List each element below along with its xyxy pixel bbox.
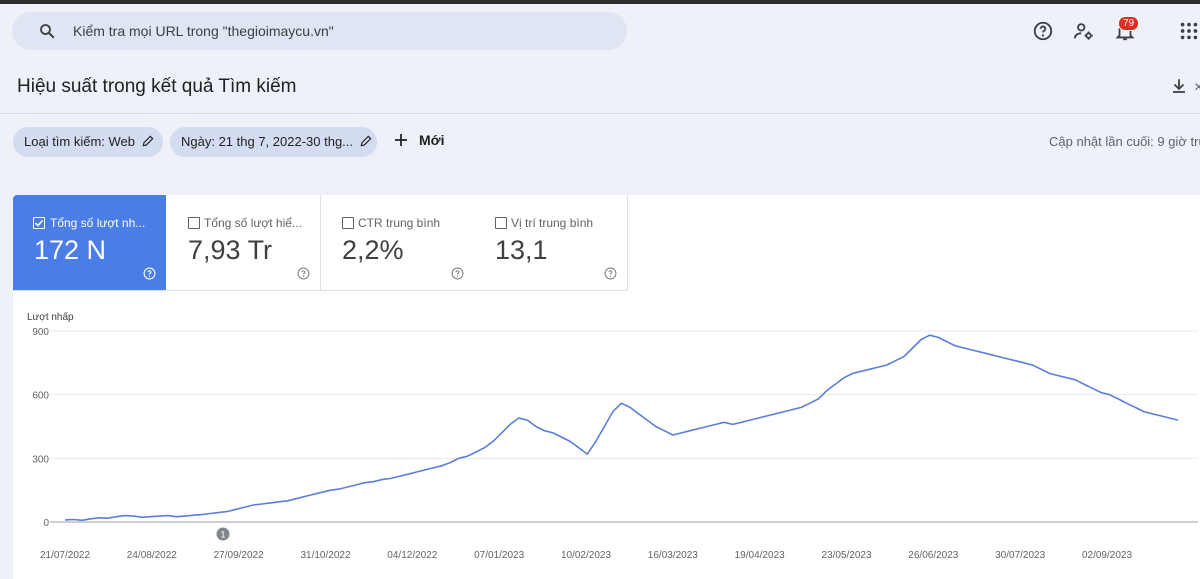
metric-value: 2,2% bbox=[342, 235, 404, 265]
apps-grid-icon[interactable] bbox=[1178, 20, 1200, 42]
x-tick-label: 19/04/2023 bbox=[735, 550, 785, 561]
x-tick-label: 04/12/2022 bbox=[387, 550, 437, 561]
search-input[interactable]: Kiểm tra mọi URL trong "thegioimaycu.vn" bbox=[73, 23, 334, 39]
export-icon[interactable] bbox=[1170, 77, 1188, 95]
x-tick-label: 23/05/2023 bbox=[821, 550, 871, 561]
x-tick-label: 10/02/2023 bbox=[561, 550, 611, 561]
x-tick-label: 16/03/2023 bbox=[648, 550, 698, 561]
x-tick-label: 30/07/2023 bbox=[995, 550, 1045, 561]
clicks-series-line bbox=[64, 334, 1179, 522]
metric-label: CTR trung bình bbox=[358, 216, 441, 230]
x-tick-label: 21/07/2022 bbox=[40, 550, 90, 561]
checkbox-checked-icon[interactable] bbox=[33, 217, 45, 229]
url-inspection-search[interactable]: Kiểm tra mọi URL trong "thegioimaycu.vn" bbox=[12, 12, 627, 50]
clicks-line-chart: Lượt nhấp 900 600 300 0 21/07/2022 24/08/2022 2… bbox=[27, 311, 1198, 561]
edit-pencil-icon[interactable] bbox=[141, 134, 155, 148]
x-tick-label: 27/09/2022 bbox=[214, 550, 264, 561]
metric-card-impressions[interactable]: Tổng số lượt hiể... 7,93 Tr bbox=[167, 195, 321, 291]
metric-label: Tổng số lượt nh... bbox=[50, 216, 146, 230]
checkbox-icon[interactable] bbox=[342, 217, 354, 229]
y-axis-label: Lượt nhấp bbox=[27, 311, 74, 323]
plus-icon bbox=[395, 134, 407, 146]
metric-card-ctr[interactable]: CTR trung bình 2,2% bbox=[321, 195, 475, 291]
add-filter-label: Mới bbox=[419, 132, 445, 148]
x-tick-label: 31/10/2022 bbox=[300, 550, 350, 561]
help-icon[interactable] bbox=[1032, 20, 1054, 42]
y-tick-label: 600 bbox=[32, 391, 49, 402]
x-tick-label: 07/01/2023 bbox=[474, 550, 524, 561]
x-tick-label: 24/08/2022 bbox=[127, 550, 177, 561]
x-tick-label: 02/09/2023 bbox=[1082, 550, 1132, 561]
checkbox-icon[interactable] bbox=[495, 217, 507, 229]
annotation-label: 1 bbox=[220, 530, 225, 540]
metric-card-clicks[interactable]: Tổng số lượt nh... 172 N bbox=[13, 195, 166, 291]
metric-card-position[interactable]: Vị trí trung bình 13,1 bbox=[474, 195, 628, 291]
help-circle-icon[interactable] bbox=[143, 267, 156, 280]
help-circle-icon[interactable] bbox=[297, 267, 310, 280]
notification-badge: 79 bbox=[1118, 16, 1140, 31]
search-icon bbox=[40, 24, 55, 39]
y-tick-label: 300 bbox=[32, 454, 49, 465]
y-tick-label: 0 bbox=[43, 518, 49, 529]
search-type-filter-chip[interactable]: Loại tìm kiếm: Web bbox=[13, 127, 163, 157]
metric-value: 7,93 Tr bbox=[188, 235, 273, 265]
help-circle-icon[interactable] bbox=[604, 267, 617, 280]
header-divider bbox=[0, 113, 1200, 114]
annotation-marker bbox=[216, 527, 230, 541]
checkbox-icon[interactable] bbox=[188, 217, 200, 229]
help-circle-icon[interactable] bbox=[451, 267, 464, 280]
edit-pencil-icon[interactable] bbox=[359, 134, 373, 148]
date-filter-chip[interactable]: Ngày: 21 thg 7, 2022-30 thg... bbox=[170, 127, 377, 157]
metric-value: 172 N bbox=[34, 235, 107, 265]
manage-users-icon[interactable] bbox=[1073, 20, 1095, 42]
window-top-strip bbox=[0, 0, 1200, 4]
last-updated-text: Cập nhật lần cuối: 9 giờ tru bbox=[1049, 134, 1200, 149]
page-title: Hiệu suất trong kết quả Tìm kiếm bbox=[17, 76, 297, 97]
y-tick-label: 900 bbox=[32, 327, 49, 338]
search-type-filter-label: Loại tìm kiếm: Web bbox=[24, 134, 136, 149]
close-icon[interactable]: × bbox=[1194, 79, 1200, 96]
metric-label: Vị trí trung bình bbox=[511, 216, 594, 230]
metric-label: Tổng số lượt hiể... bbox=[204, 216, 302, 230]
metric-value: 13,1 bbox=[495, 235, 548, 265]
x-tick-label: 26/06/2023 bbox=[908, 550, 958, 561]
date-filter-label: Ngày: 21 thg 7, 2022-30 thg... bbox=[181, 134, 354, 149]
